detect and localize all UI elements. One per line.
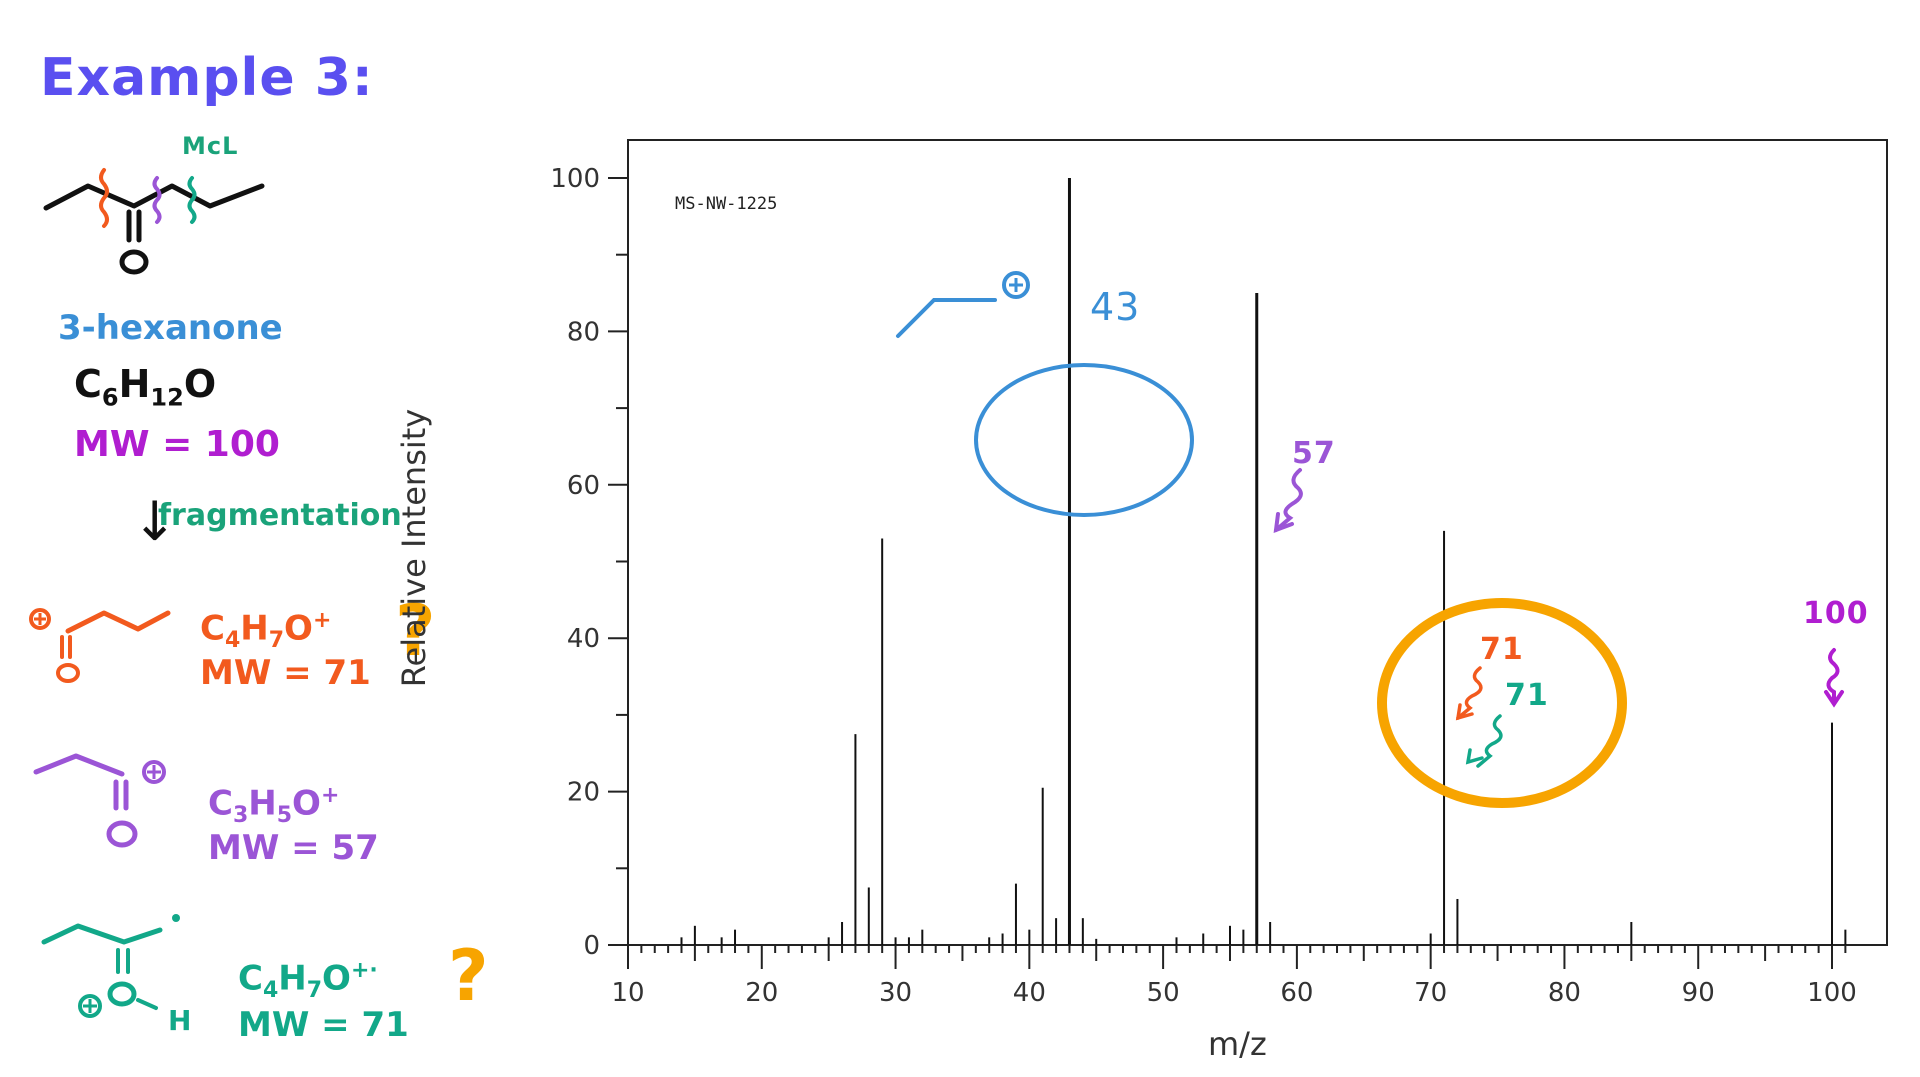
- down-arrow-icon: ↓: [132, 490, 178, 553]
- svg-text:10: 10: [611, 978, 644, 1008]
- svg-text:60: 60: [1280, 978, 1313, 1008]
- peak-71-mclafferty-annotation: 71: [1505, 678, 1549, 713]
- squiggle-arrow-71a-icon: [1456, 666, 1483, 720]
- enol-radical-cation-structure-icon: H: [41, 914, 191, 1037]
- svg-text:70: 70: [1414, 978, 1447, 1008]
- svg-text:40: 40: [567, 624, 600, 654]
- fragment-mw-57: MW = 57: [208, 828, 379, 868]
- example-title: Example 3:: [40, 48, 374, 108]
- molecular-weight: MW = 100: [74, 424, 280, 465]
- fragmentation-label: fragmentation: [158, 498, 402, 533]
- peak-100-annotation: 100: [1803, 596, 1869, 631]
- mclafferty-label: McL: [182, 132, 239, 160]
- squiggle-arrow-71b-icon: [1476, 714, 1503, 768]
- ethyl-cation-sketch-icon: [896, 298, 997, 338]
- highlight-circle-43-icon: [974, 363, 1194, 517]
- acylium-c4-structure-icon: [29, 608, 171, 683]
- svg-text:100: 100: [550, 164, 600, 194]
- svg-text:0: 0: [583, 931, 600, 961]
- svg-text:30: 30: [879, 978, 912, 1008]
- svg-text:80: 80: [1548, 978, 1581, 1008]
- svg-text:40: 40: [1013, 978, 1046, 1008]
- hexanone-structure-icon: [43, 168, 265, 275]
- fragment-formula-c3h5o: C3H5O+: [208, 783, 340, 829]
- highlight-circle-71-icon: [1377, 598, 1627, 808]
- svg-text:50: 50: [1147, 978, 1180, 1008]
- svg-text:60: 60: [567, 471, 600, 501]
- svg-text:20: 20: [567, 778, 600, 808]
- fragment-formula-c4h7o-radical: C4H7O+·: [238, 958, 378, 1004]
- question-mark-icon: ?: [395, 590, 436, 672]
- svg-text:H: H: [168, 1004, 191, 1037]
- molecular-formula: C6H12O: [74, 362, 217, 412]
- plus-charge-icon: [1002, 271, 1030, 299]
- question-mark-icon: ?: [448, 935, 489, 1017]
- peak-57-annotation: 57: [1292, 436, 1336, 471]
- x-axis-label: m/z: [1208, 1025, 1267, 1063]
- svg-text:80: 80: [567, 317, 600, 347]
- svg-text:20: 20: [745, 978, 778, 1008]
- peak-71-acylium-annotation: 71: [1480, 632, 1524, 667]
- squiggle-arrow-57-icon: [1274, 468, 1303, 532]
- spectrum-id: MS-NW-1225: [675, 194, 778, 214]
- squiggle-arrow-100-icon: [1826, 648, 1840, 704]
- acylium-c3-structure-icon: [33, 753, 166, 848]
- fragment-mw-71: MW = 71: [200, 653, 371, 693]
- svg-text:90: 90: [1682, 978, 1715, 1008]
- fragment-mw-71-radical: MW = 71: [238, 1005, 409, 1045]
- peak-43-annotation: 43: [1090, 285, 1141, 329]
- svg-text:100: 100: [1807, 978, 1857, 1008]
- compound-name: 3-hexanone: [58, 308, 283, 348]
- fragment-formula-c4h7o: C4H7O+: [200, 608, 332, 654]
